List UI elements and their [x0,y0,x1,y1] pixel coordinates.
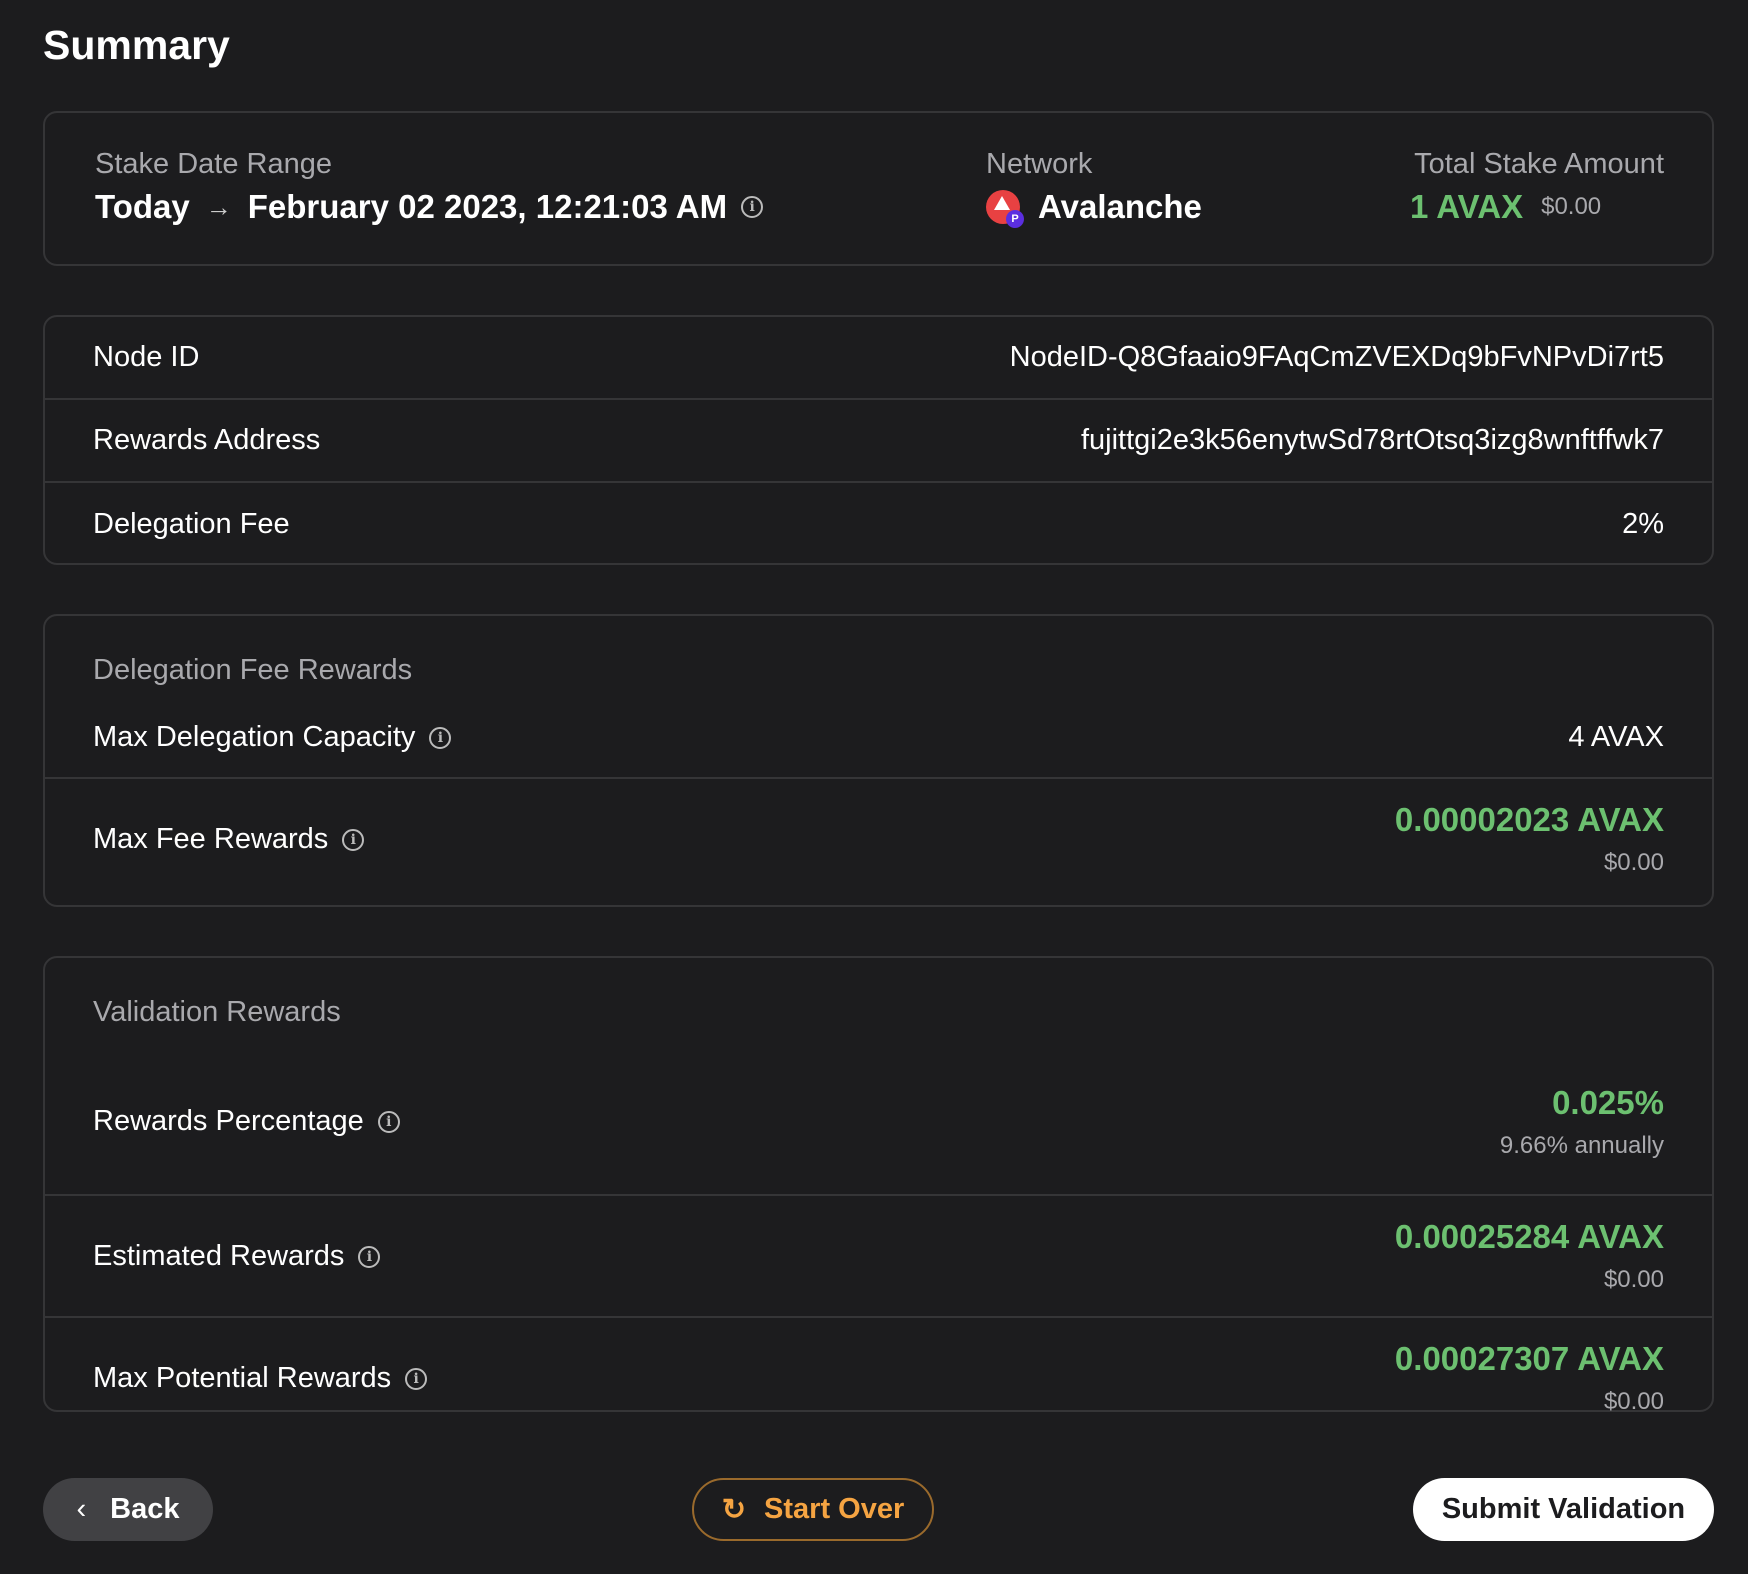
delegation-rewards-card: Delegation Fee Rewards Max Delegation Ca… [43,614,1714,907]
start-over-button[interactable]: ↻ Start Over [692,1478,934,1541]
stake-date-label: Stake Date Range [95,148,332,180]
refresh-icon: ↻ [721,1494,747,1526]
node-id-value: NodeID-Q8Gfaaio9FAqCmZVEXDq9bFvNPvDi7rt5 [1009,341,1664,373]
start-date: Today [95,188,190,225]
info-icon[interactable]: i [342,828,365,851]
delegation-fee-value: 2% [1622,507,1664,540]
network-label: Network [986,148,1093,180]
avalanche-logo-icon: P [986,190,1024,228]
info-icon[interactable]: i [358,1245,381,1268]
arrow-right-icon: → [205,191,232,222]
max-potential-rewards-row: Max Potential Rewards i 0.00027307 AVAX $0.… [93,1340,1664,1415]
node-id-row: Node ID NodeID-Q8Gfaaio9FAqCmZVEXDq9bFvNP… [45,317,1712,400]
max-capacity-row: Max Delegation Capacity i 4 AVAX [45,687,1712,779]
chevron-left-icon: ‹ [76,1493,87,1525]
validation-rewards-card: Validation Rewards Rewards Percentage i 0.… [43,956,1714,1415]
back-button[interactable]: ‹ Back [43,1478,213,1541]
stake-date-range: Today → February 02 2023, 12:21:03 AM i [95,188,764,226]
end-date: February 02 2023, 12:21:03 AM [247,188,728,225]
estimated-rewards-row: Estimated Rewards i 0.00025284 AVAX $0.00 [45,1196,1712,1318]
rewards-address-row: Rewards Address fujittgi2e3k56enytwSd78rt… [45,400,1712,483]
delegation-fee-row: Delegation Fee 2% [93,507,1664,540]
info-icon[interactable]: i [741,196,764,218]
section-title: Validation Rewards [93,996,341,1028]
rewards-percentage-row: Rewards Percentage i 0.025% 9.66% annually [45,1029,1712,1196]
rewards-address-value: fujittgi2e3k56enytwSd78rtOtsq3izg8wnftff… [1080,424,1664,456]
total-stake-label: Total Stake Amount [1414,148,1664,180]
max-fee-rewards-row: Max Fee Rewards i 0.00002023 AVAX $0.00 [93,801,1664,876]
info-icon[interactable]: i [405,1367,428,1390]
info-icon[interactable]: i [377,1111,400,1134]
page-title: Summary [43,22,230,68]
node-details-card: Node ID NodeID-Q8Gfaaio9FAqCmZVEXDq9bFvNP… [43,315,1714,565]
total-stake-value: 1 AVAX $0.00 [1410,188,1602,225]
stake-summary-card: Stake Date Range Today → February 02 202… [43,111,1714,266]
network-value: P Avalanche [986,188,1202,228]
submit-validation-button[interactable]: Submit Validation [1413,1478,1714,1541]
info-icon[interactable]: i [429,726,452,749]
section-title: Delegation Fee Rewards [93,654,413,686]
